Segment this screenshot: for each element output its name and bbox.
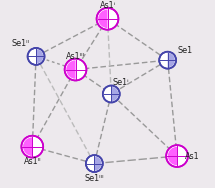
Wedge shape	[66, 60, 75, 79]
Text: As1ᴵᴵᴵ: As1ᴵᴵᴵ	[66, 52, 85, 61]
Text: As1ᴵᴵ: As1ᴵᴵ	[23, 157, 41, 166]
Circle shape	[103, 86, 120, 102]
Circle shape	[159, 52, 176, 69]
Text: Se1ᴵᴵ: Se1ᴵᴵ	[12, 39, 30, 48]
Text: As1ⁱ: As1ⁱ	[99, 1, 116, 10]
Circle shape	[65, 59, 86, 80]
Wedge shape	[168, 53, 175, 67]
Circle shape	[28, 48, 45, 65]
Wedge shape	[168, 147, 177, 165]
Text: Se1: Se1	[177, 46, 192, 55]
Circle shape	[97, 8, 118, 30]
Text: As1: As1	[185, 152, 200, 161]
Circle shape	[22, 136, 43, 158]
Wedge shape	[36, 49, 43, 64]
Circle shape	[86, 155, 103, 172]
Wedge shape	[111, 87, 118, 101]
Wedge shape	[94, 156, 101, 171]
Wedge shape	[98, 10, 108, 28]
Wedge shape	[23, 137, 32, 156]
Text: Se1ⁱ: Se1ⁱ	[112, 78, 129, 87]
Circle shape	[166, 145, 188, 167]
Text: Se1ᴵᴵᴵ: Se1ᴵᴵᴵ	[84, 174, 104, 183]
